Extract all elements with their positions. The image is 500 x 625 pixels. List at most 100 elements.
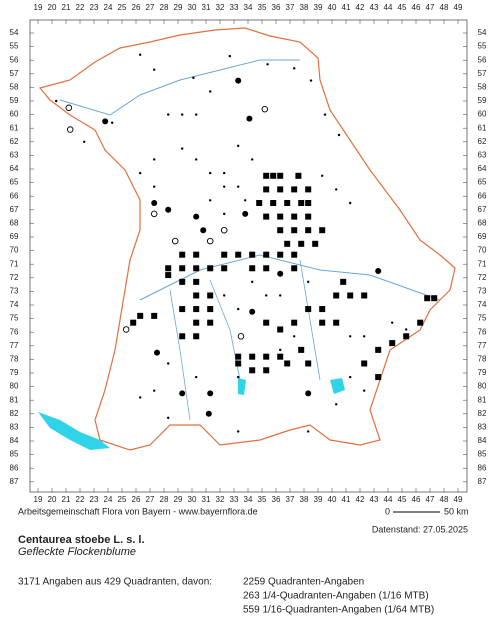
row-label: 76: [10, 327, 19, 336]
column-label: 48: [440, 3, 449, 12]
record-dot: [235, 77, 242, 84]
record-square: [333, 292, 340, 299]
record-square: [305, 227, 312, 234]
record-square: [179, 306, 186, 313]
record-square: [151, 312, 158, 319]
row-label: 84: [478, 436, 487, 445]
record-point: [323, 113, 327, 116]
record-square: [165, 265, 172, 272]
record-square: [207, 306, 214, 313]
row-label: 87: [478, 477, 487, 486]
record-point: [349, 335, 352, 338]
column-label: 37: [286, 3, 295, 12]
row-label: 83: [10, 423, 19, 432]
record-square: [340, 278, 347, 285]
record-point: [167, 113, 170, 116]
column-label: 24: [104, 495, 113, 504]
record-square: [277, 227, 284, 234]
record-square: [375, 346, 382, 353]
row-label: 62: [10, 137, 19, 146]
record-square: [179, 278, 186, 285]
record-square: [347, 292, 354, 299]
record-square: [291, 265, 298, 272]
record-square: [263, 319, 270, 326]
row-label: 67: [478, 205, 487, 214]
column-label: 49: [454, 3, 463, 12]
record-point: [307, 430, 310, 433]
column-label: 40: [328, 3, 337, 12]
record-square: [305, 200, 312, 206]
record-square: [193, 265, 200, 272]
record-point: [307, 280, 310, 284]
subtitle: Gefleckte Flockenblume: [18, 546, 136, 558]
record-square: [291, 319, 298, 326]
row-label: 70: [478, 246, 487, 255]
river: [169, 259, 321, 421]
row-label: 74: [478, 300, 487, 309]
row-label: 56: [10, 55, 19, 64]
record-circle: [122, 326, 130, 333]
row-label: 61: [10, 123, 19, 132]
date: Datenstand: 27.05.2025: [372, 524, 468, 534]
record-square: [249, 265, 256, 272]
row-label: 58: [10, 83, 19, 92]
row-label: 60: [478, 110, 487, 119]
record-circle: [66, 126, 74, 133]
column-label: 26: [132, 3, 141, 12]
record-point: [237, 375, 240, 379]
row-label: 73: [478, 287, 487, 296]
row-label: 74: [10, 300, 19, 309]
row-label: 55: [478, 42, 487, 51]
scale-start: 0: [385, 506, 390, 516]
record-square: [249, 367, 256, 374]
record-square: [193, 278, 200, 285]
credit: Arbeitsgemeinschaft Flora von Bayern - w…: [18, 506, 258, 516]
record-point: [293, 67, 296, 70]
record-circle: [261, 105, 269, 113]
record-square: [291, 186, 298, 193]
record-point: [321, 174, 324, 177]
row-label: 64: [10, 164, 19, 173]
row-label: 79: [10, 368, 19, 377]
record-square: [284, 200, 291, 206]
column-label: 32: [216, 3, 225, 12]
record-square: [193, 251, 200, 258]
breakdown: 2259 Quadranten-Angaben: [243, 577, 364, 588]
column-label: 47: [426, 3, 435, 12]
record-square: [193, 333, 200, 340]
record-square: [305, 360, 312, 367]
record-point: [139, 53, 142, 56]
record-dot: [193, 213, 200, 220]
record-point: [55, 99, 58, 103]
row-label: 61: [478, 123, 487, 132]
column-label: 36: [272, 3, 281, 12]
column-label: 47: [426, 495, 435, 504]
record-point: [237, 185, 240, 188]
row-label: 85: [478, 450, 487, 459]
record-square: [277, 353, 284, 360]
record-point: [153, 389, 156, 392]
column-label: 29: [174, 495, 183, 504]
record-square: [221, 251, 228, 258]
record-square: [291, 213, 298, 220]
column-label: 24: [104, 3, 113, 12]
record-point: [111, 121, 114, 124]
row-label: 65: [10, 178, 19, 187]
record-point: [265, 294, 268, 297]
column-label: 34: [244, 495, 253, 504]
record-square: [319, 319, 326, 326]
lake: [38, 412, 110, 450]
record-square: [179, 265, 186, 272]
record-point: [223, 185, 226, 188]
row-label: 76: [478, 327, 487, 336]
column-label: 20: [48, 3, 57, 12]
record-square: [270, 200, 277, 206]
column-label: 22: [76, 495, 85, 504]
column-label: 20: [48, 495, 57, 504]
record-square: [417, 319, 424, 326]
record-square: [207, 319, 214, 326]
column-label: 36: [272, 495, 281, 504]
row-label: 78: [10, 355, 19, 364]
row-label: 75: [478, 314, 487, 323]
record-point: [266, 63, 269, 66]
